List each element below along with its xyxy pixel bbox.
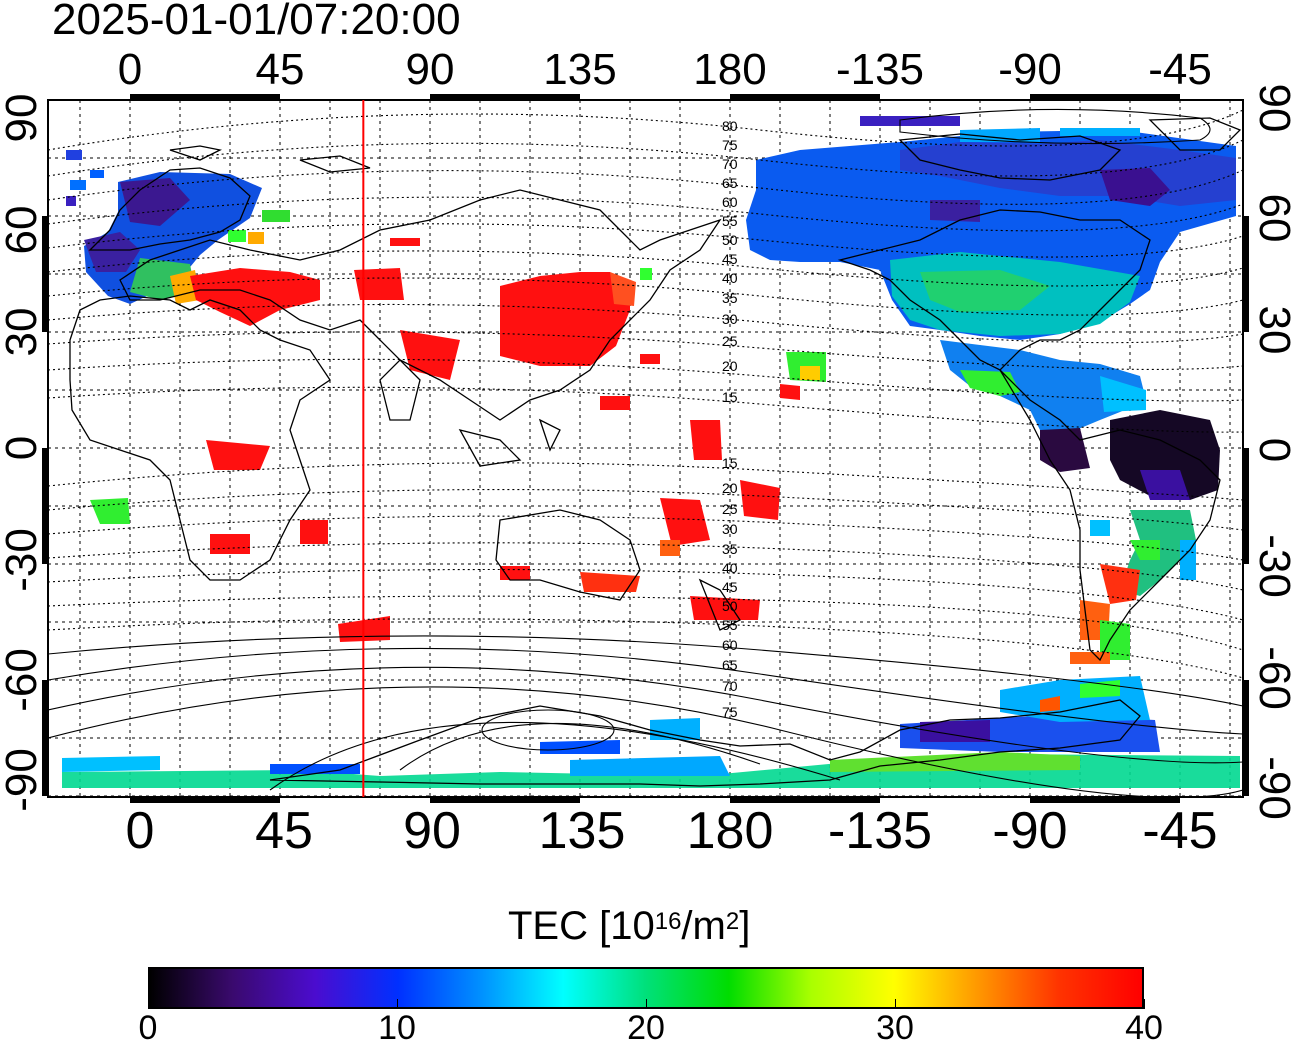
colorbar-tick-label: 30: [876, 1009, 914, 1047]
tec-colorbar: [148, 967, 1144, 1009]
svg-text:30: 30: [722, 521, 738, 537]
lat-label-left: 90: [0, 94, 46, 143]
svg-text:55: 55: [722, 213, 738, 229]
lat-label-left: 0: [0, 436, 46, 460]
lon-label-top: -45: [1148, 45, 1212, 94]
axis-tick-bar: [130, 94, 280, 100]
lon-labels-bottom: 0 45 90 135 180 -135 -90 -45: [126, 802, 1218, 860]
lat-labels-left: 90 60 30 0 -30 -60 -90: [0, 94, 46, 812]
svg-text:80: 80: [722, 118, 738, 134]
lon-label-top: 180: [693, 45, 766, 94]
axis-tick-bar: [42, 680, 48, 796]
coastlines: [69, 117, 1242, 787]
svg-text:25: 25: [722, 333, 738, 349]
axis-tick-bar: [42, 216, 48, 332]
lon-label-top: -135: [836, 45, 924, 94]
lat-label-left: -30: [0, 528, 46, 592]
svg-text:45: 45: [722, 579, 738, 595]
svg-text:20: 20: [722, 480, 738, 496]
lon-label-top: 0: [118, 45, 142, 94]
map-timestamp-title: 2025-01-01/07:20:00: [52, 0, 461, 44]
svg-text:70: 70: [722, 156, 738, 172]
axis-tick-bar: [1243, 680, 1249, 796]
svg-text:15: 15: [722, 455, 738, 471]
axis-tick-bar: [1243, 448, 1249, 564]
svg-text:75: 75: [722, 704, 738, 720]
magnetic-contours: [48, 108, 1243, 797]
contour-labels-north: 80 75 70 65 60 55 50 45 40 35 30 25 20 1…: [722, 118, 738, 405]
axis-tick-bars: [42, 94, 1249, 803]
lat-label-left: 30: [0, 308, 46, 357]
colorbar-tick-label: 10: [378, 1009, 416, 1047]
lat-label-left: -90: [0, 748, 46, 812]
lat-label-right: -60: [1250, 646, 1294, 710]
lon-label-bottom: 90: [403, 802, 461, 860]
axis-tick-bar: [730, 797, 880, 803]
svg-text:65: 65: [722, 175, 738, 191]
colorbar-tick-mark: [1144, 999, 1145, 1009]
svg-text:40: 40: [722, 560, 738, 576]
lon-label-bottom: 180: [687, 802, 774, 860]
svg-text:40: 40: [722, 270, 738, 286]
lat-label-right: 30: [1250, 306, 1294, 355]
svg-text:55: 55: [722, 617, 738, 633]
lon-label-top: 135: [543, 45, 616, 94]
colorbar-tick-mark: [148, 999, 149, 1009]
lon-label-bottom: 45: [255, 802, 313, 860]
lat-labels-right: 90 60 30 0 -30 -60 -90: [1250, 84, 1294, 820]
lon-label-bottom: -90: [992, 802, 1067, 860]
svg-text:60: 60: [722, 637, 738, 653]
axis-tick-bar: [730, 94, 880, 100]
svg-text:50: 50: [722, 598, 738, 614]
lon-label-bottom: -45: [1142, 802, 1217, 860]
lon-label-top: 90: [406, 45, 455, 94]
lon-label-bottom: 0: [126, 802, 155, 860]
lon-label-bottom: -135: [828, 802, 932, 860]
colorbar-tick-mark: [895, 999, 896, 1009]
svg-text:15: 15: [722, 389, 738, 405]
axis-tick-bar: [42, 448, 48, 564]
lat-label-right: 60: [1250, 194, 1294, 243]
contour-labels-south: 15 20 25 30 35 40 45 50 55 60 65 70 75: [722, 455, 738, 720]
lon-labels-top: 0 45 90 135 180 -135 -90 -45: [118, 45, 1212, 94]
tec-world-map: 80 75 70 65 60 55 50 45 40 35 30 25 20 1…: [0, 45, 1294, 860]
lat-label-left: 60: [0, 206, 46, 255]
svg-text:75: 75: [722, 137, 738, 153]
lat-label-left: -60: [0, 648, 46, 712]
axis-tick-bar: [430, 797, 580, 803]
axis-tick-bar: [130, 797, 280, 803]
svg-text:60: 60: [722, 194, 738, 210]
colorbar-tick-label: 40: [1125, 1009, 1163, 1047]
lat-label-right: 90: [1250, 84, 1294, 133]
lat-label-right: -30: [1250, 534, 1294, 598]
lon-label-top: 45: [256, 45, 305, 94]
svg-text:20: 20: [722, 358, 738, 374]
svg-text:35: 35: [722, 290, 738, 306]
colorbar-tick-mark: [646, 999, 647, 1009]
axis-tick-bar: [430, 94, 580, 100]
colorbar-title: TEC [1016/m2]: [508, 904, 751, 948]
svg-text:25: 25: [722, 501, 738, 517]
svg-text:70: 70: [722, 678, 738, 694]
axis-tick-bar: [1030, 797, 1180, 803]
lon-label-top: -90: [998, 45, 1062, 94]
colorbar-tick-mark: [397, 999, 398, 1009]
colorbar-tick-label: 20: [627, 1009, 665, 1047]
axis-tick-bar: [1030, 94, 1180, 100]
axis-tick-bar: [1243, 216, 1249, 332]
lon-label-bottom: 135: [539, 802, 626, 860]
svg-text:30: 30: [722, 311, 738, 327]
lat-label-right: 0: [1250, 438, 1294, 462]
lat-label-right: -90: [1250, 756, 1294, 820]
svg-text:50: 50: [722, 232, 738, 248]
svg-text:35: 35: [722, 541, 738, 557]
tec-data-layer: [62, 116, 1240, 788]
colorbar-tick-label: 0: [138, 1009, 158, 1047]
svg-text:65: 65: [722, 657, 738, 673]
svg-text:45: 45: [722, 251, 738, 267]
